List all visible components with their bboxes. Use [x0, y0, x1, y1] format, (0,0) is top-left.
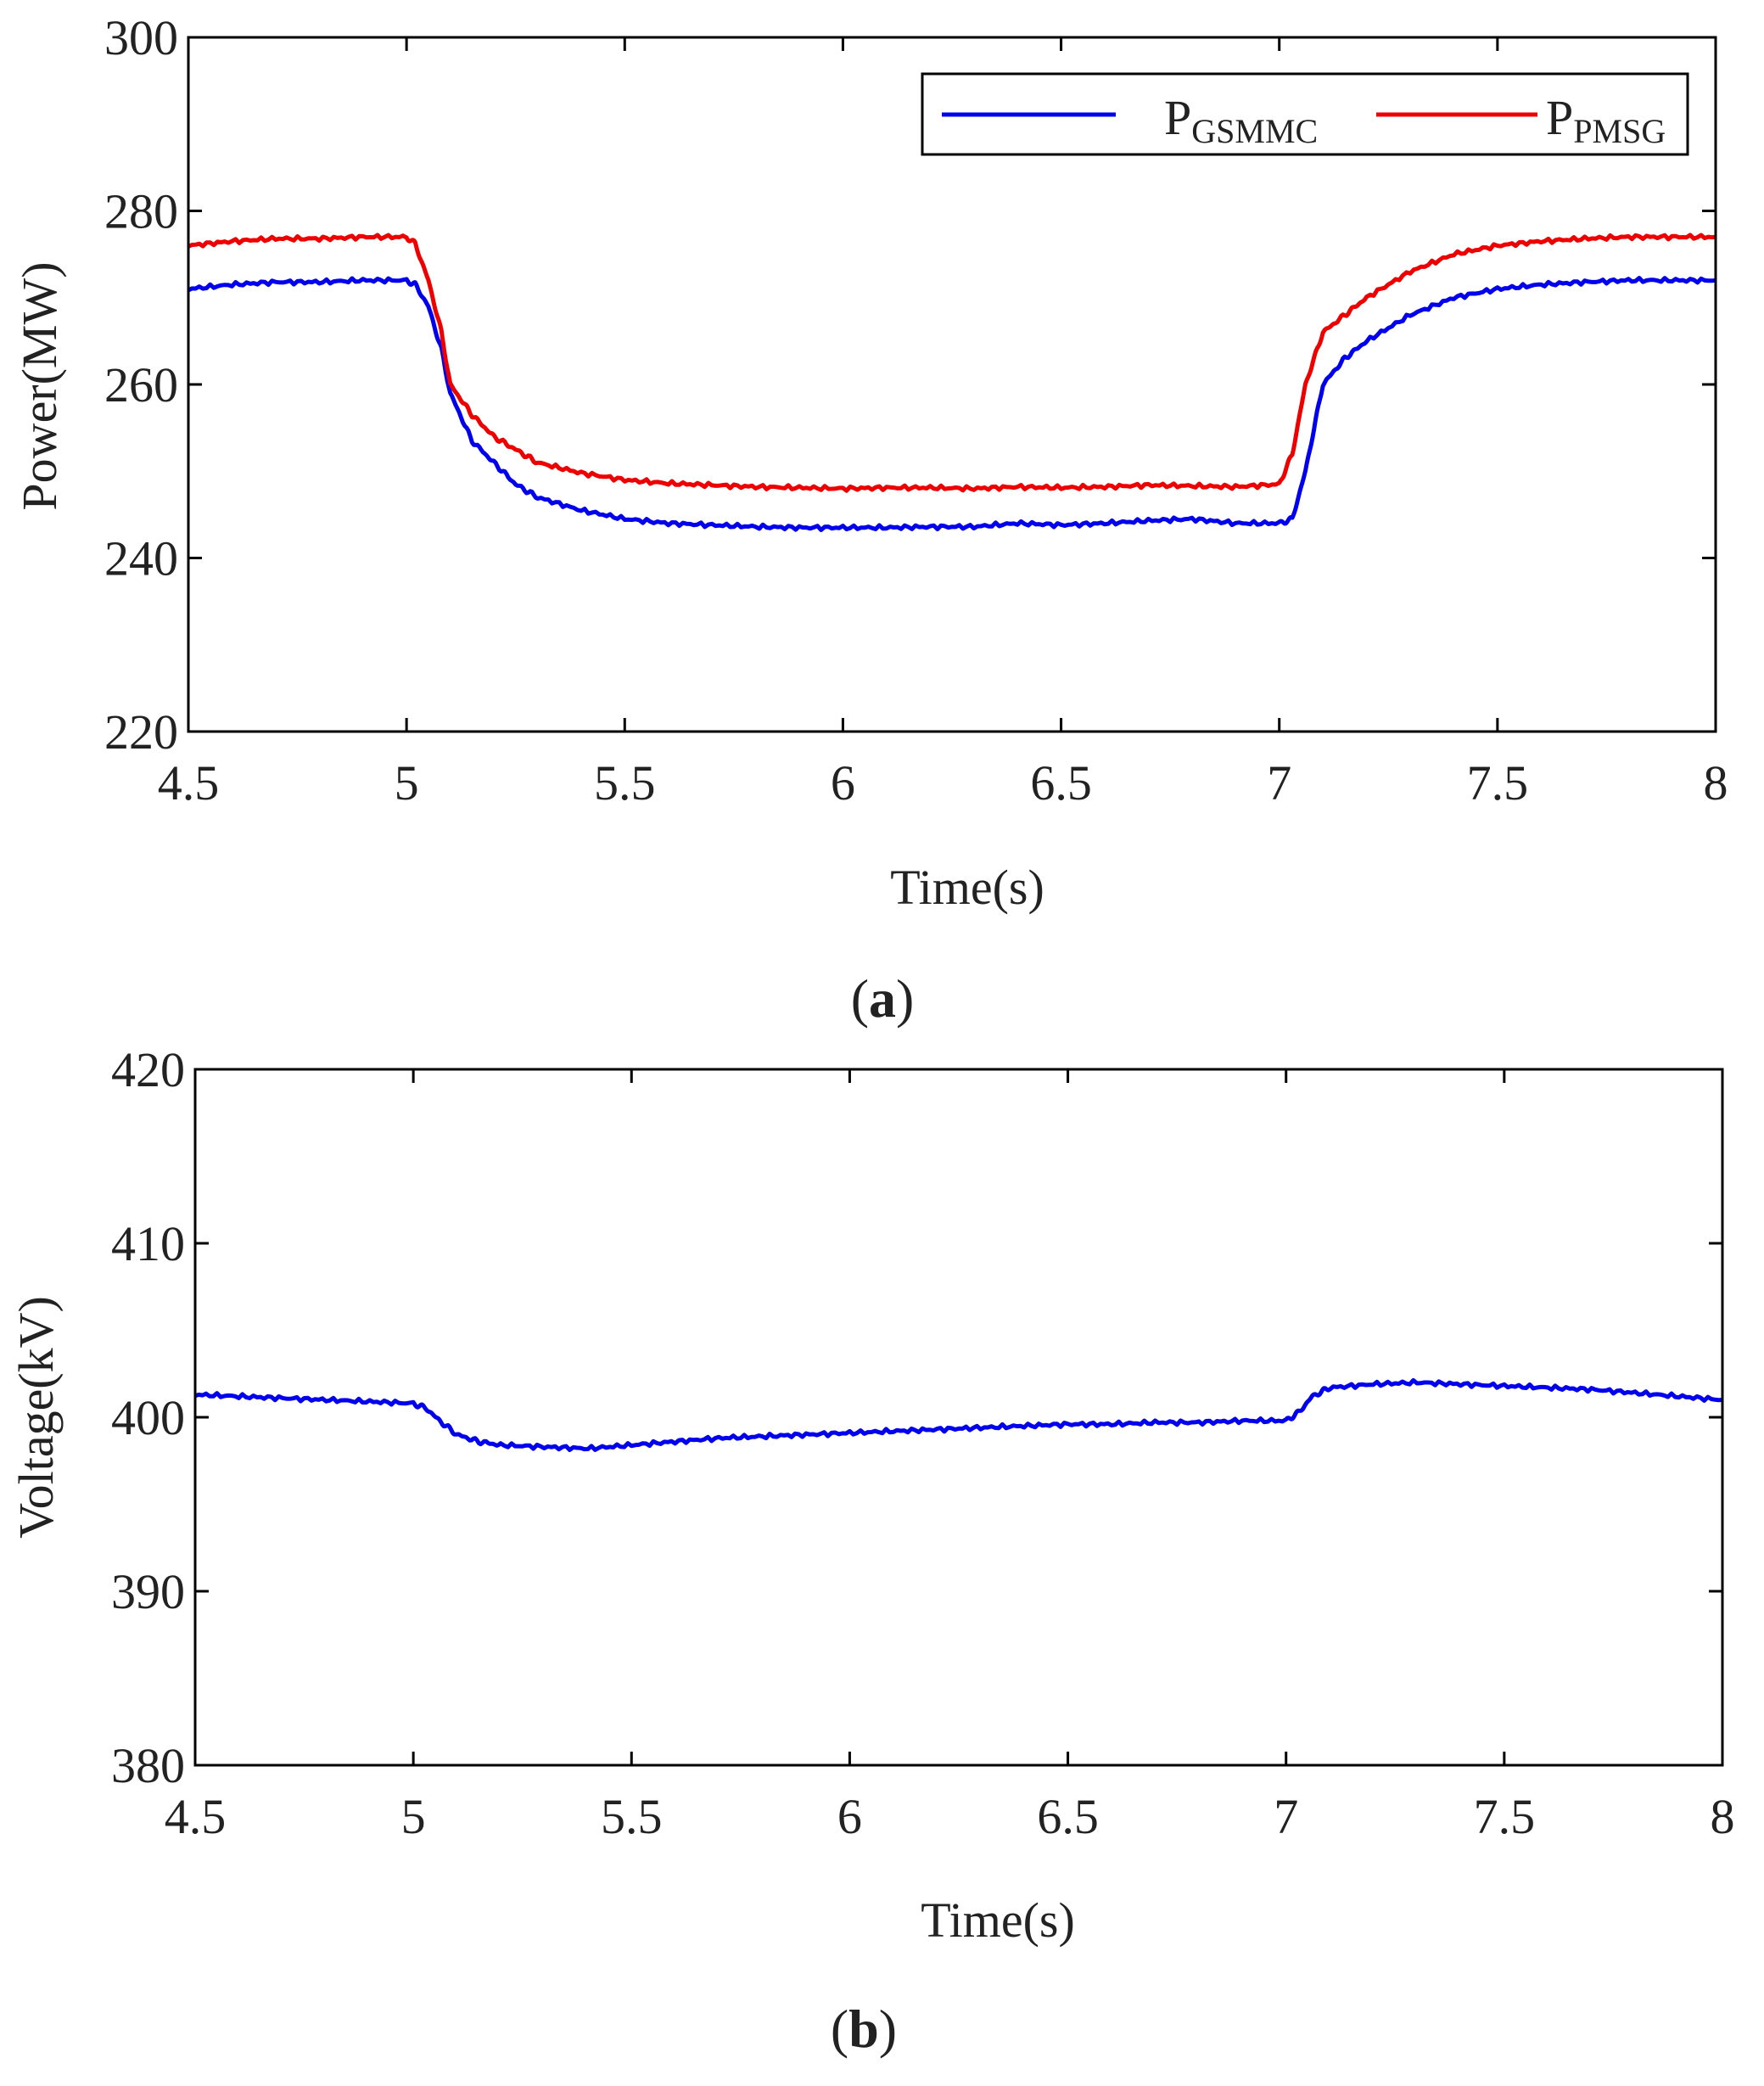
y-tick-label: 390	[111, 1564, 185, 1619]
x-tick-label: 8	[1711, 1789, 1735, 1844]
y-tick-label: 260	[104, 357, 178, 412]
x-tick-label: 6	[837, 1789, 862, 1844]
x-tick-label: 7	[1274, 1789, 1298, 1844]
y-axis-title-a: Power(MW)	[12, 261, 67, 510]
y-tick-label: 240	[104, 531, 178, 586]
y-tick-label: 380	[111, 1738, 185, 1793]
panel-a: 4.5 5 5.5 6 6.5 7 7.5 8 220 240 260 280 300 Time(s)…	[12, 10, 1728, 1029]
x-tick-label: 5.5	[601, 1789, 663, 1844]
x-tick-label: 6	[831, 755, 855, 810]
x-tick-label: 5	[401, 1789, 426, 1844]
panel-label-b: (b)	[831, 1999, 897, 2059]
legend-label-gsmmc: PGSMMC	[1164, 90, 1318, 150]
x-tick-label: 6.5	[1037, 1789, 1099, 1844]
x-tick-label: 7.5	[1474, 1789, 1536, 1844]
x-tick-label: 4.5	[158, 755, 220, 810]
x-tick-label: 4.5	[165, 1789, 227, 1844]
panel-b: 4.5 5 5.5 6 6.5 7 7.5 8 380 390 400 410 420 Time(s)…	[8, 1042, 1735, 2059]
y-axis-title-b: Voltage(kV)	[8, 1296, 64, 1539]
series-line-gsmmc	[187, 276, 1716, 532]
y-tick-label: 280	[104, 184, 178, 239]
legend-a: PGSMMC PPMSG	[921, 72, 1689, 156]
y-tick-label: 420	[111, 1042, 185, 1097]
series-line-pmsg	[187, 233, 1716, 493]
y-tick-label: 300	[104, 10, 178, 65]
x-tick-label: 6.5	[1030, 755, 1092, 810]
panel-label-a: (a)	[851, 968, 915, 1029]
y-tick-label: 220	[104, 704, 178, 760]
x-tick-label: 5.5	[594, 755, 656, 810]
x-tick-label: 8	[1704, 755, 1728, 810]
y-tick-label: 410	[111, 1216, 185, 1271]
x-axis-title-b: Time(s)	[921, 1893, 1075, 1948]
y-tick-label: 400	[111, 1390, 185, 1445]
series-line-b-0	[194, 1377, 1723, 1452]
x-tick-label: 7	[1267, 755, 1291, 810]
x-tick-label: 7.5	[1467, 755, 1529, 810]
legend-label-pmsg: PPMSG	[1546, 90, 1666, 150]
x-axis-title-a: Time(s)	[890, 860, 1044, 915]
x-tick-label: 5	[395, 755, 419, 810]
